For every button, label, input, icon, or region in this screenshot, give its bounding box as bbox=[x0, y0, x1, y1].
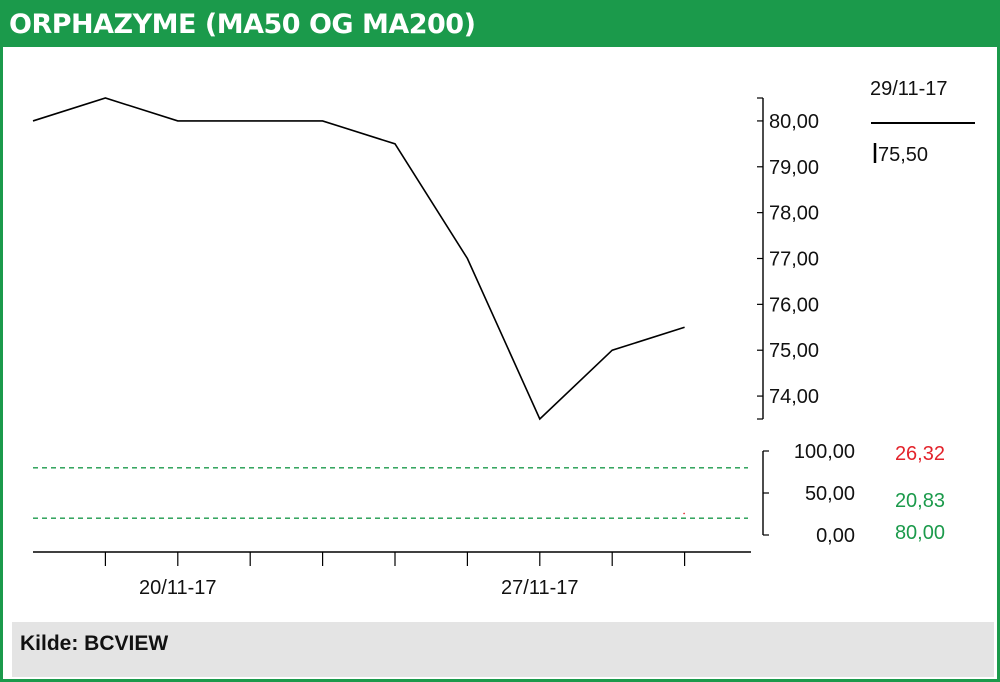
x-axis: 20/11-17 27/11-17 bbox=[33, 551, 751, 599]
chart-title: ORPHAZYME (MA50 OG MA200) bbox=[3, 3, 997, 47]
legend-last-price: 75,50 bbox=[878, 144, 928, 166]
legend-date: 29/11-17 bbox=[870, 78, 947, 100]
indicator-y-tick-label: 0,00 bbox=[816, 525, 855, 547]
indicator-red-point bbox=[683, 512, 686, 515]
price-line bbox=[32, 97, 685, 421]
legend-value: 80,00 bbox=[895, 522, 945, 544]
indicator-y-tick-label: 50,00 bbox=[805, 483, 855, 505]
price-y-tick-label: 80,00 bbox=[769, 111, 819, 133]
price-y-tick-label: 74,00 bbox=[769, 386, 819, 408]
price-y-tick-label: 79,00 bbox=[769, 157, 819, 179]
price-y-tick-label: 77,00 bbox=[769, 249, 819, 271]
x-tick-label: 27/11-17 bbox=[501, 577, 578, 599]
source-label: Kilde: BCVIEW bbox=[12, 622, 994, 677]
price-y-tick-label: 75,00 bbox=[769, 340, 819, 362]
legend-value: 20,83 bbox=[895, 490, 945, 512]
indicator-y-tick-label: 100,00 bbox=[794, 441, 855, 463]
indicator-panel: 100,00 50,00 0,00 bbox=[33, 441, 855, 547]
price-y-tick-label: 76,00 bbox=[769, 294, 819, 316]
price-panel: 80,00 79,00 78,00 77,00 76,00 75,00 74,00 bbox=[32, 97, 819, 421]
legend-value: 26,32 bbox=[895, 443, 945, 465]
chart-area: 80,00 79,00 78,00 77,00 76,00 75,00 74,00 100,… bbox=[32, 78, 975, 599]
price-y-tick-label: 78,00 bbox=[769, 203, 819, 225]
legend: 29/11-17 75,50 26,32 20,83 80,00 bbox=[870, 78, 975, 544]
x-tick-label: 20/11-17 bbox=[139, 577, 216, 599]
